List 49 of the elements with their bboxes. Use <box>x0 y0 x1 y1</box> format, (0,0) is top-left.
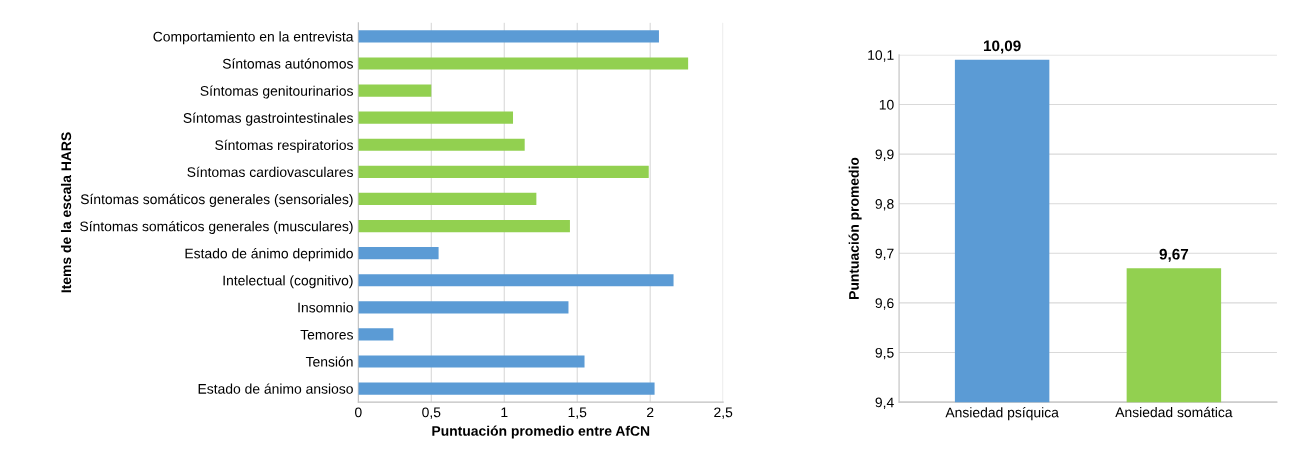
x-tick-label: 2,5 <box>714 407 733 419</box>
y-tick-label: Estado de ánimo deprimido <box>185 248 353 262</box>
y-axis-title: Items de la escala HARS <box>60 132 72 293</box>
y-axis-title: Puntuación promedio <box>848 157 862 299</box>
bar <box>358 192 537 206</box>
y-tick-label: 9,6 <box>875 298 894 310</box>
y-tick-label: Tensión <box>305 356 353 367</box>
data-label: 10,09 <box>983 40 1021 54</box>
bar <box>358 355 585 368</box>
bar <box>358 274 674 287</box>
bar <box>358 328 394 341</box>
y-tick-label: Temores <box>300 329 353 340</box>
x-tick-label: Ansiedad psíquica <box>945 407 1059 421</box>
y-tick-label: Síntomas cardiovasculares <box>187 166 353 178</box>
y-tick-label: Comportamiento en la entrevista <box>153 31 354 45</box>
x-tick-label: 0,5 <box>422 407 441 419</box>
x-tick-label: 2 <box>647 407 654 418</box>
bar <box>358 30 659 43</box>
x-tick-label: 1 <box>501 407 508 418</box>
bar <box>358 138 525 151</box>
bar <box>358 219 570 233</box>
data-label: 9,67 <box>1159 248 1189 262</box>
bar <box>358 84 432 97</box>
bar <box>358 165 649 178</box>
x-tick-label: 0 <box>355 407 362 418</box>
y-tick-label: Síntomas somáticos generales (sensoriales) <box>80 193 353 207</box>
y-tick-label: Intelectual (cognitivo) <box>223 275 353 289</box>
bar <box>358 247 439 260</box>
x-tick-label: 1,5 <box>568 407 587 419</box>
y-tick-label: 10 <box>879 99 894 110</box>
y-tick-label: 9,9 <box>875 149 894 161</box>
y-tick-label: Síntomas autónomos <box>222 58 353 69</box>
x-axis-title: Puntuación promedio entre AfCN <box>432 425 650 439</box>
y-tick-label: 9,4 <box>875 397 894 409</box>
y-tick-label: Síntomas somáticos generales (musculares) <box>80 220 353 235</box>
y-tick-label: 10,1 <box>868 50 894 62</box>
bar <box>358 57 689 70</box>
bar <box>358 301 569 314</box>
x-tick-label: Ansiedad somática <box>1115 406 1233 418</box>
bar <box>358 382 655 395</box>
y-tick-label: 9,5 <box>875 347 894 360</box>
y-tick-label: 9,8 <box>875 199 894 211</box>
y-tick-label: Síntomas genitourinarios <box>200 85 353 99</box>
y-tick-label: 9,7 <box>875 248 894 261</box>
y-tick-label: Síntomas respiratorios <box>215 139 353 153</box>
y-tick-label: Síntomas gastrointestinales <box>183 112 353 126</box>
y-tick-label: Insomnio <box>298 302 353 313</box>
bar <box>358 111 514 124</box>
y-tick-label: Estado de ánimo ansioso <box>198 383 353 394</box>
